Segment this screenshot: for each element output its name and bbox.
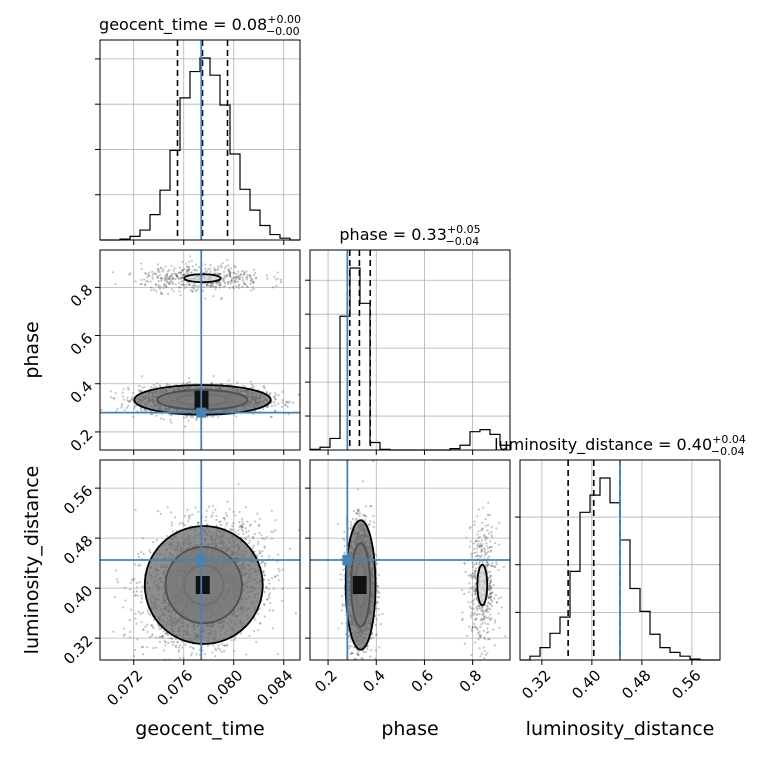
y-tick-label-luminosity-distance: 0.48 [60, 532, 96, 568]
y-tick-label-phase: 0.8 [67, 281, 97, 311]
x-tick-label-luminosity-distance: 0.56 [668, 666, 704, 702]
title-median: luminosity_distance = 0.40 [494, 435, 712, 455]
y-tick-label-phase: 0.2 [67, 426, 97, 456]
y-axis-label-phase: phase [21, 321, 43, 378]
x-tick-label-phase: 0.2 [311, 666, 341, 696]
title-median: phase = 0.33 [339, 225, 446, 244]
panel-frame [99, 459, 301, 661]
panel-title-phase: phase = 0.33+0.05 −0.04 [339, 223, 480, 248]
histogram-bar [620, 540, 630, 660]
x-tick-label-geocent-time: 0.080 [203, 666, 246, 709]
density-plot-area [100, 255, 300, 428]
histogram-bar [260, 226, 270, 240]
histogram-bar [190, 72, 200, 240]
histogram-bar [250, 210, 260, 240]
x-tick-label-phase: 0.8 [456, 666, 486, 696]
histogram-bar [270, 235, 280, 240]
x-tick-label-phase: 0.6 [408, 666, 438, 696]
histogram-bar [470, 432, 480, 450]
histogram-bar [140, 230, 150, 240]
truth-marker [196, 407, 207, 418]
histogram-bar [660, 648, 670, 660]
x-tick-label-luminosity-distance: 0.32 [518, 666, 554, 702]
histogram-bar [340, 316, 350, 450]
panel-title-geocent-time: geocent_time = 0.08+0.00 −0.00 [99, 13, 301, 38]
title-lower-error: −0.00 [266, 25, 300, 38]
histogram-panel-luminosity-distance: luminosity_distance = 0.40+0.04 −0.04 [494, 433, 746, 665]
panel-frame [99, 39, 301, 241]
x-tick-label-luminosity-distance: 0.40 [568, 666, 604, 702]
histogram-bar [630, 589, 640, 660]
y-tick-label-phase: 0.6 [67, 329, 97, 359]
histogram-panel-geocent-time: geocent_time = 0.08+0.00 −0.00 [95, 13, 301, 245]
x-axis-label-geocent-time: geocent_time [135, 718, 264, 740]
panel-frame [309, 459, 511, 661]
histogram-bar [230, 154, 240, 240]
title-upper-error: +0.00 [267, 13, 301, 26]
histogram-bar [170, 150, 180, 240]
panel-frame [519, 459, 721, 661]
density-plot-area [337, 460, 507, 660]
histogram-bar [360, 303, 370, 450]
histogram-bar [480, 430, 490, 450]
y-tick-label-luminosity-distance: 0.40 [60, 582, 96, 618]
x-axis-label-phase: phase [381, 718, 438, 740]
panel-frame [99, 249, 301, 451]
truth-marker [196, 555, 207, 565]
histogram-bar [180, 98, 190, 240]
title-lower-error: −0.04 [446, 235, 480, 248]
y-tick-label-luminosity-distance: 0.56 [60, 482, 96, 518]
histogram-bar [370, 443, 380, 450]
density-peak [195, 576, 210, 594]
x-tick-label-phase: 0.4 [359, 666, 389, 696]
contour-level [183, 273, 222, 284]
x-tick-label-luminosity-distance: 0.48 [618, 666, 654, 702]
density-panel-phase-vs-geocent-time [95, 249, 301, 455]
histogram-panel-phase: phase = 0.33+0.05 −0.04 [305, 223, 511, 455]
truth-marker [342, 555, 353, 565]
x-axis-label-luminosity-distance: luminosity_distance [526, 718, 715, 740]
panel-title-luminosity-distance: luminosity_distance = 0.40+0.04 −0.04 [494, 433, 746, 458]
x-tick-label-geocent-time: 0.084 [253, 666, 296, 709]
density-peak [352, 576, 367, 594]
x-tick-label-geocent-time: 0.072 [103, 666, 146, 709]
title-lower-error: −0.04 [711, 445, 745, 458]
histogram-bar [160, 190, 170, 240]
histogram-step [309, 267, 511, 451]
histogram-bar [210, 75, 220, 240]
histogram-step [100, 57, 300, 241]
title-upper-error: +0.04 [712, 433, 746, 446]
histogram-bar [600, 478, 610, 660]
density-panel-luminosity-distance-vs-phase [305, 459, 511, 665]
histogram-bar [610, 503, 620, 660]
histogram-bar [550, 633, 560, 660]
histogram-bar [150, 215, 160, 240]
y-tick-label-phase: 0.4 [67, 377, 97, 407]
histogram-bar [580, 512, 590, 660]
density-panel-luminosity-distance-vs-geocent-time [95, 459, 301, 665]
panel-frame [309, 249, 511, 451]
title-upper-error: +0.05 [447, 223, 481, 236]
histogram-bar [350, 268, 360, 450]
title-median: geocent_time = 0.08 [99, 15, 267, 35]
histogram-bar [460, 445, 470, 450]
histogram-bar [670, 652, 680, 660]
histogram-bar [220, 105, 230, 240]
y-axis-label-luminosity-distance: luminosity_distance [21, 466, 43, 655]
y-tick-label-luminosity-distance: 0.32 [60, 632, 96, 668]
histogram-bar [330, 438, 340, 450]
density-plot-area [112, 483, 300, 660]
x-tick-label-geocent-time: 0.076 [153, 666, 196, 709]
histogram-bar [240, 189, 250, 240]
histogram-bar [650, 634, 660, 660]
histogram-bar [570, 571, 580, 660]
contour-level [476, 563, 489, 607]
